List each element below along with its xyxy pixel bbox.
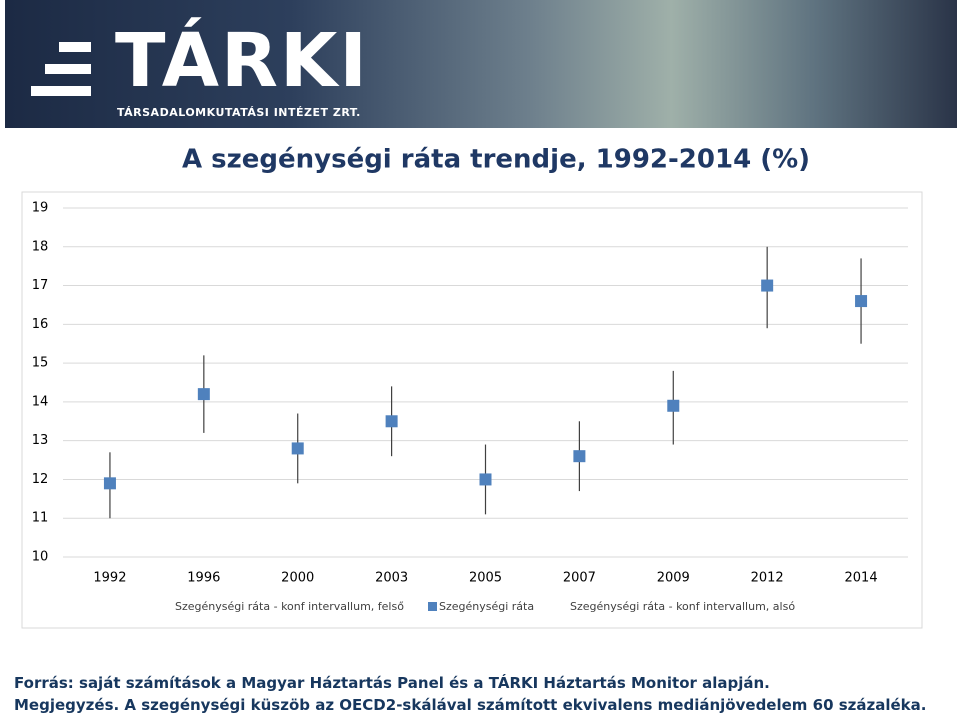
x-tick-label: 1996 bbox=[187, 571, 220, 586]
chart-frame bbox=[21, 191, 923, 629]
point-marker bbox=[573, 450, 586, 463]
y-tick-label: 16 bbox=[32, 317, 49, 332]
point-marker bbox=[291, 442, 304, 455]
x-tick-label: 1992 bbox=[93, 571, 126, 586]
y-tick-label: 11 bbox=[32, 511, 49, 526]
legend-label: Szegénységi ráta - konf intervallum, fel… bbox=[175, 600, 404, 613]
x-tick-label: 2014 bbox=[845, 571, 878, 586]
source-note: Forrás: saját számítások a Magyar Háztar… bbox=[14, 674, 770, 692]
footnote: Megjegyzés. A szegénységi küszöb az OECD… bbox=[14, 696, 927, 714]
y-tick-label: 15 bbox=[32, 356, 49, 371]
x-tick-label: 2007 bbox=[563, 571, 596, 586]
x-tick-label: 2005 bbox=[469, 571, 502, 586]
x-tick-label: 2012 bbox=[751, 571, 784, 586]
y-tick-label: 17 bbox=[32, 278, 49, 293]
logo-step bbox=[31, 86, 91, 96]
legend-label: Szegénységi ráta - konf intervallum, als… bbox=[570, 600, 795, 613]
x-tick-label: 2009 bbox=[657, 571, 690, 586]
notes: Forrás: saját számítások a Magyar Háztar… bbox=[14, 672, 926, 716]
point-marker bbox=[479, 473, 492, 486]
y-tick-label: 13 bbox=[32, 433, 49, 448]
logo-subtitle: TÁRSADALOMKUTATÁSI INTÉZET ZRT. bbox=[117, 106, 361, 119]
point-marker bbox=[761, 279, 774, 292]
y-tick-label: 12 bbox=[32, 472, 49, 487]
point-marker bbox=[667, 399, 680, 412]
point-marker bbox=[197, 388, 210, 401]
logo-step bbox=[45, 64, 91, 74]
chart: A szegénységi ráta trendje, 1992-2014 (%… bbox=[21, 145, 923, 629]
y-tick-label: 18 bbox=[32, 239, 49, 254]
point-marker bbox=[103, 477, 116, 490]
x-tick-label: 2003 bbox=[375, 571, 408, 586]
logo-step bbox=[59, 42, 91, 52]
y-tick-label: 19 bbox=[32, 201, 49, 216]
logo: TÁRKI bbox=[115, 18, 369, 104]
banner: TÁRKI TÁRSADALOMKUTATÁSI INTÉZET ZRT. bbox=[5, 0, 957, 128]
point-marker bbox=[855, 295, 868, 308]
legend-marker bbox=[428, 602, 437, 611]
x-tick-label: 2000 bbox=[281, 571, 314, 586]
y-tick-label: 10 bbox=[32, 550, 49, 565]
point-marker bbox=[385, 415, 398, 428]
legend-label: Szegénységi ráta bbox=[439, 600, 534, 613]
y-tick-label: 14 bbox=[32, 394, 49, 409]
chart-title: A szegénységi ráta trendje, 1992-2014 (%… bbox=[182, 145, 810, 175]
